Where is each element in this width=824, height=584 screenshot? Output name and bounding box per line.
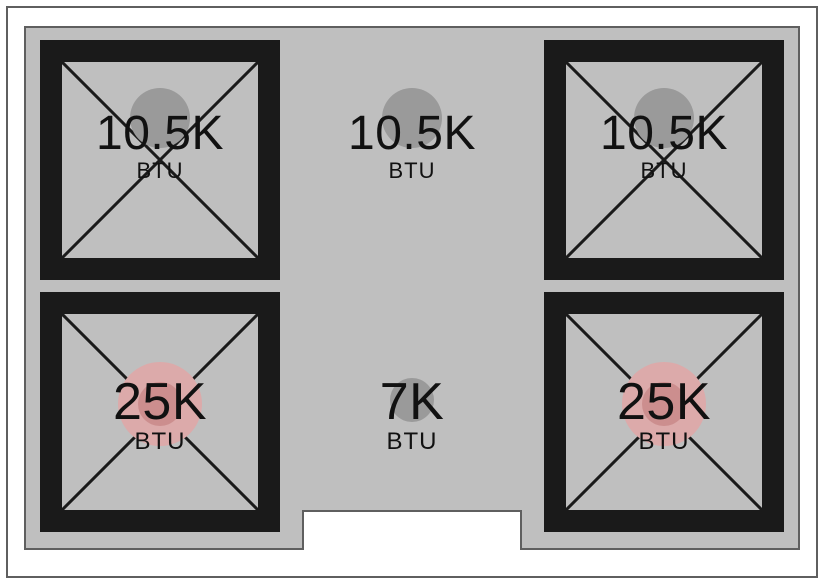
burner-top-left [130, 88, 190, 148]
grate-top-left [40, 40, 280, 280]
burner-center-top [382, 88, 442, 148]
burner-top-right [634, 88, 694, 148]
burner-bottom-right-core [642, 382, 686, 426]
grate-top-right [544, 40, 784, 280]
cooktop-diagram: 10.5K BTU 10.5K BTU 10.5K BTU 25K BTU 7K… [0, 0, 824, 584]
burner-center-bottom [390, 378, 434, 422]
front-center-cutout [302, 510, 522, 550]
burner-bottom-left-core [138, 382, 182, 426]
